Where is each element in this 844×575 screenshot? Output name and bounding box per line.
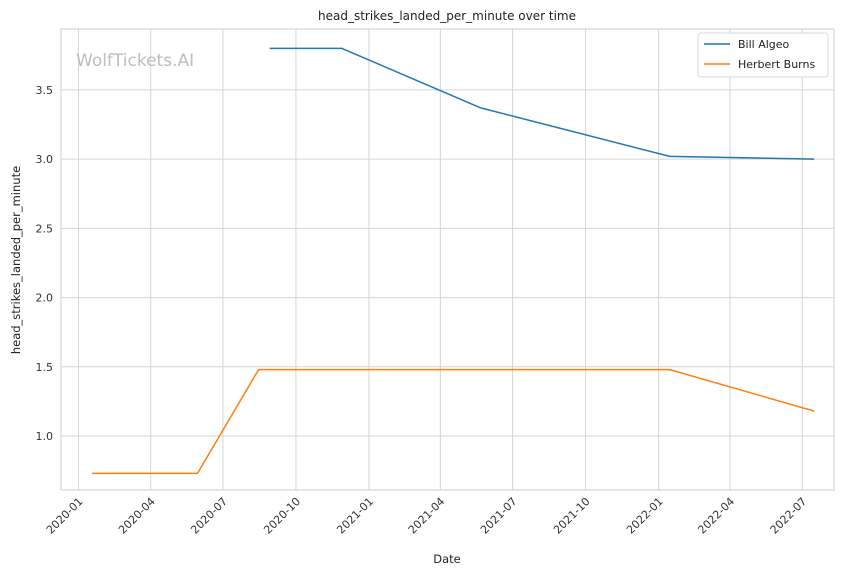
x-tick-label: 2020-10 — [261, 495, 303, 537]
x-tick-label: 2021-10 — [551, 495, 593, 537]
y-tick-label: 1.0 — [36, 430, 54, 443]
legend-label-bill-algeo: Bill Algeo — [738, 38, 790, 51]
legend: Bill Algeo Herbert Burns — [697, 32, 829, 78]
y-tick-label: 3.5 — [36, 84, 54, 97]
x-tick-label: 2020-04 — [116, 495, 158, 537]
x-tick-label: 2022-07 — [768, 495, 810, 537]
series-lines — [92, 47, 815, 475]
legend-label-herbert-burns: Herbert Burns — [738, 58, 815, 71]
plot-area-frame — [60, 28, 835, 491]
legend-box — [697, 32, 829, 78]
x-axis-title: Date — [433, 552, 461, 566]
chart-title: head_strikes_landed_per_minute over time — [318, 9, 576, 23]
y-tick-label: 2.5 — [36, 222, 54, 235]
x-tick-label: 2022-01 — [624, 495, 666, 537]
y-tick-label: 1.5 — [36, 361, 54, 374]
series-line-herbert-burns — [92, 368, 815, 475]
watermark: WolfTickets.AI — [76, 51, 194, 71]
x-tick-label: 2022-04 — [695, 495, 737, 537]
y-axis-title: head_strikes_landed_per_minute — [9, 166, 23, 354]
x-tick-label: 2020-07 — [188, 495, 230, 537]
series-line-bill-algeo — [269, 47, 815, 160]
x-tick-label: 2021-07 — [478, 495, 520, 537]
x-tick-label: 2020-01 — [44, 495, 86, 537]
tick-labels: 2020-01 2020-04 2020-07 2020-10 2021-01 2021-… — [36, 84, 810, 537]
grid — [61, 29, 834, 490]
y-tick-label: 2.0 — [36, 292, 54, 305]
x-tick-label: 2021-01 — [334, 495, 376, 537]
y-tick-label: 3.0 — [36, 153, 54, 166]
x-tick-label: 2021-04 — [406, 495, 448, 537]
